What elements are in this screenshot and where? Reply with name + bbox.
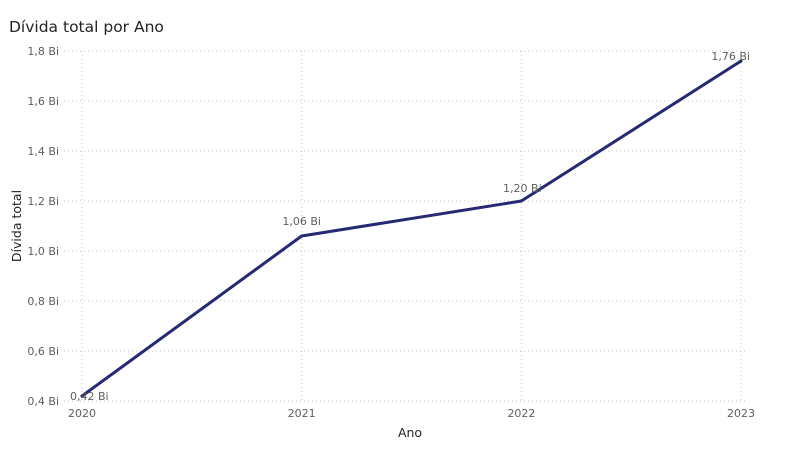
x-tick-label: 2022 <box>507 407 535 420</box>
x-axis-title: Ano <box>398 425 422 440</box>
series-line <box>80 59 743 398</box>
data-point <box>80 394 84 398</box>
data-label: 0,42 Bi <box>70 390 109 403</box>
y-axis-title: Dívida total <box>9 190 24 262</box>
y-tick-label: 0,6 Bi <box>27 345 59 358</box>
y-tick-label: 1,2 Bi <box>27 195 59 208</box>
y-axis-ticks: 0,4 Bi 0,6 Bi 0,8 Bi 1,0 Bi 1,2 Bi 1,4 Bi 1,6 … <box>27 45 59 408</box>
gridlines <box>64 50 746 402</box>
y-tick-label: 0,4 Bi <box>27 395 59 408</box>
y-tick-label: 1,8 Bi <box>27 45 59 58</box>
x-tick-label: 2020 <box>68 407 96 420</box>
y-tick-label: 1,4 Bi <box>27 145 59 158</box>
x-axis-ticks: 2020 2021 2022 2023 <box>68 407 755 420</box>
data-label: 1,76 Bi <box>711 50 750 63</box>
chart-title: Dívida total por Ano <box>9 18 164 36</box>
y-tick-label: 1,0 Bi <box>27 245 59 258</box>
data-labels: 0,42 Bi 1,06 Bi 1,20 Bi 1,76 Bi <box>70 50 750 403</box>
y-tick-label: 0,8 Bi <box>27 295 59 308</box>
y-tick-label: 1,6 Bi <box>27 95 59 108</box>
data-point <box>300 234 304 238</box>
data-point <box>739 59 743 63</box>
data-label: 1,06 Bi <box>282 215 321 228</box>
series-layer <box>80 59 743 398</box>
data-point <box>519 199 523 203</box>
data-label: 1,20 Bi <box>503 182 542 195</box>
x-tick-label: 2021 <box>288 407 316 420</box>
x-tick-label: 2023 <box>727 407 755 420</box>
